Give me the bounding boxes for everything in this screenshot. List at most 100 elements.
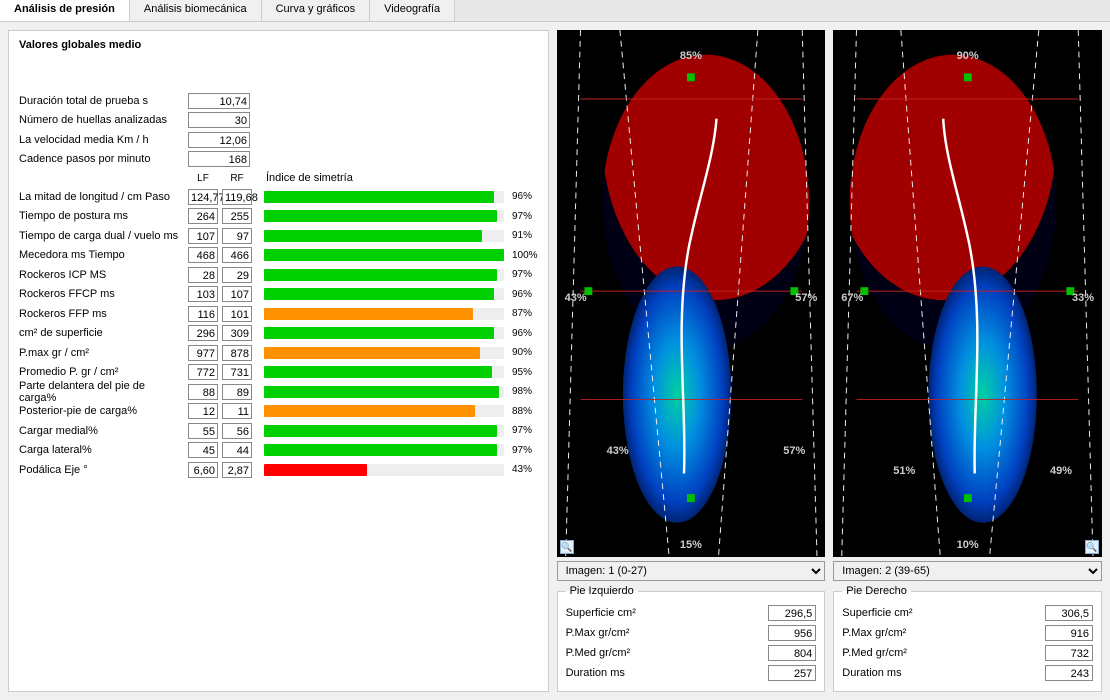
metric-label: Parte delantera del pie de carga% bbox=[19, 380, 184, 404]
metric-rf: 119,68 bbox=[222, 189, 252, 205]
overlay-mid-left: 67% bbox=[841, 292, 863, 304]
symmetry-bar-track bbox=[264, 210, 504, 222]
foot-stat-label: P.Max gr/cm² bbox=[566, 627, 630, 639]
foot-stat-label: Duration ms bbox=[842, 667, 901, 679]
global-value: 10,74 bbox=[188, 93, 250, 109]
metric-rf: 255 bbox=[222, 208, 252, 224]
symmetry-bar bbox=[264, 288, 494, 300]
symmetry-pct: 97% bbox=[512, 211, 532, 222]
overlay-low-left: 51% bbox=[893, 465, 915, 477]
symmetry-bar bbox=[264, 444, 497, 456]
symmetry-bar bbox=[264, 249, 504, 261]
symmetry-bar-track bbox=[264, 347, 504, 359]
symmetry-bar-track bbox=[264, 444, 504, 456]
tab-curves[interactable]: Curva y gráficos bbox=[262, 0, 370, 21]
metric-label: Carga lateral% bbox=[19, 444, 184, 456]
metric-lf: 124,77 bbox=[188, 189, 218, 205]
symmetry-pct: 97% bbox=[512, 445, 532, 456]
tab-pressure[interactable]: Análisis de presión bbox=[0, 0, 130, 21]
symmetry-pct: 88% bbox=[512, 406, 532, 417]
foot-stat-value: 732 bbox=[1045, 645, 1093, 661]
global-label: La velocidad media Km / h bbox=[19, 134, 184, 146]
symmetry-bar bbox=[264, 405, 475, 417]
metric-rf: 309 bbox=[222, 325, 252, 341]
global-row: Duración total de prueba s 10,74 bbox=[19, 91, 538, 111]
metric-lf: 55 bbox=[188, 423, 218, 439]
global-row: Número de huellas analizadas 30 bbox=[19, 111, 538, 131]
metric-row: Posterior-pie de carga% 12 11 88% bbox=[19, 402, 538, 422]
metric-lf: 28 bbox=[188, 267, 218, 283]
symmetry-bar-track bbox=[264, 249, 504, 261]
metric-row: Tiempo de carga dual / vuelo ms 107 97 9… bbox=[19, 226, 538, 246]
symmetry-bar bbox=[264, 210, 497, 222]
symmetry-bar-track bbox=[264, 269, 504, 281]
global-values-panel: Valores globales medio Duración total de… bbox=[8, 30, 549, 692]
right-foot-heatmap[interactable]: 90% 67% 33% 51% 49% 10% 🔍 bbox=[833, 30, 1102, 557]
metric-label: P.max gr / cm² bbox=[19, 347, 184, 359]
symmetry-pct: 97% bbox=[512, 425, 532, 436]
foot-stat-value: 916 bbox=[1045, 625, 1093, 641]
metric-label: Mecedora ms Tiempo bbox=[19, 249, 184, 261]
tabs-bar: Análisis de presión Análisis biomecánica… bbox=[0, 0, 1110, 22]
symmetry-pct: 95% bbox=[512, 367, 532, 378]
foot-stat-value: 804 bbox=[768, 645, 816, 661]
left-image-select[interactable]: Imagen: 1 (0-27) bbox=[557, 561, 826, 581]
foot-stat-row: P.Med gr/cm² 804 bbox=[566, 643, 817, 663]
metric-rf: 107 bbox=[222, 286, 252, 302]
metric-row: La mitad de longitud / cm Paso 124,77 11… bbox=[19, 187, 538, 207]
metric-rf: 29 bbox=[222, 267, 252, 283]
metric-row: Carga lateral% 45 44 97% bbox=[19, 441, 538, 461]
foot-stat-row: Duration ms 257 bbox=[566, 663, 817, 683]
global-value: 30 bbox=[188, 112, 250, 128]
tab-video[interactable]: Videografía bbox=[370, 0, 455, 21]
metric-rf: 11 bbox=[222, 403, 252, 419]
symmetry-pct: 96% bbox=[512, 191, 532, 202]
symmetry-bar bbox=[264, 269, 497, 281]
metric-rf: 97 bbox=[222, 228, 252, 244]
metric-label: Tiempo de carga dual / vuelo ms bbox=[19, 230, 184, 242]
symmetry-bar-track bbox=[264, 425, 504, 437]
foot-stat-value: 956 bbox=[768, 625, 816, 641]
magnify-icon[interactable]: 🔍 bbox=[1085, 540, 1099, 554]
metric-lf: 45 bbox=[188, 442, 218, 458]
overlay-mid-right: 57% bbox=[795, 292, 817, 304]
foot-stat-row: P.Max gr/cm² 956 bbox=[566, 623, 817, 643]
foot-stat-row: P.Max gr/cm² 916 bbox=[842, 623, 1093, 643]
left-foot-heatmap[interactable]: 85% 43% 57% 43% 57% 15% 🔍 bbox=[557, 30, 826, 557]
col-symmetry: Índice de simetría bbox=[266, 172, 353, 184]
metric-lf: 264 bbox=[188, 208, 218, 224]
metric-row: Podálica Eje ° 6,60 2,87 43% bbox=[19, 460, 538, 480]
right-foot-column: 90% 67% 33% 51% 49% 10% 🔍 Imagen: 2 (39-… bbox=[833, 30, 1102, 692]
symmetry-pct: 91% bbox=[512, 230, 532, 241]
col-lf: LF bbox=[188, 173, 218, 184]
global-label: Cadence pasos por minuto bbox=[19, 153, 184, 165]
foot-stat-row: Duration ms 243 bbox=[842, 663, 1093, 683]
metric-lf: 6,60 bbox=[188, 462, 218, 478]
metric-label: Promedio P. gr / cm² bbox=[19, 366, 184, 378]
tab-biomech[interactable]: Análisis biomecánica bbox=[130, 0, 262, 21]
symmetry-bar bbox=[264, 425, 497, 437]
metric-row: Mecedora ms Tiempo 468 466 100% bbox=[19, 246, 538, 266]
right-image-select[interactable]: Imagen: 2 (39-65) bbox=[833, 561, 1102, 581]
symmetry-pct: 100% bbox=[512, 250, 538, 261]
global-label: Número de huellas analizadas bbox=[19, 114, 184, 126]
symmetry-pct: 96% bbox=[512, 289, 532, 300]
foot-stat-label: Duration ms bbox=[566, 667, 625, 679]
metric-row: cm² de superficie 296 309 96% bbox=[19, 324, 538, 344]
metric-label: La mitad de longitud / cm Paso bbox=[19, 191, 184, 203]
magnify-icon[interactable]: 🔍 bbox=[560, 540, 574, 554]
overlay-bottom: 15% bbox=[680, 539, 702, 551]
metric-row: Rockeros ICP MS 28 29 97% bbox=[19, 265, 538, 285]
overlay-low-right: 49% bbox=[1050, 465, 1072, 477]
symmetry-bar bbox=[264, 230, 482, 242]
metric-row: Parte delantera del pie de carga% 88 89 … bbox=[19, 382, 538, 402]
symmetry-bar-track bbox=[264, 327, 504, 339]
symmetry-bar bbox=[264, 366, 492, 378]
symmetry-bar-track bbox=[264, 308, 504, 320]
symmetry-bar-track bbox=[264, 366, 504, 378]
overlay-mid-right: 33% bbox=[1072, 292, 1094, 304]
col-rf: RF bbox=[222, 173, 252, 184]
foot-stat-row: Superficie cm² 296,5 bbox=[566, 603, 817, 623]
metric-label: Rockeros FFP ms bbox=[19, 308, 184, 320]
metric-lf: 103 bbox=[188, 286, 218, 302]
